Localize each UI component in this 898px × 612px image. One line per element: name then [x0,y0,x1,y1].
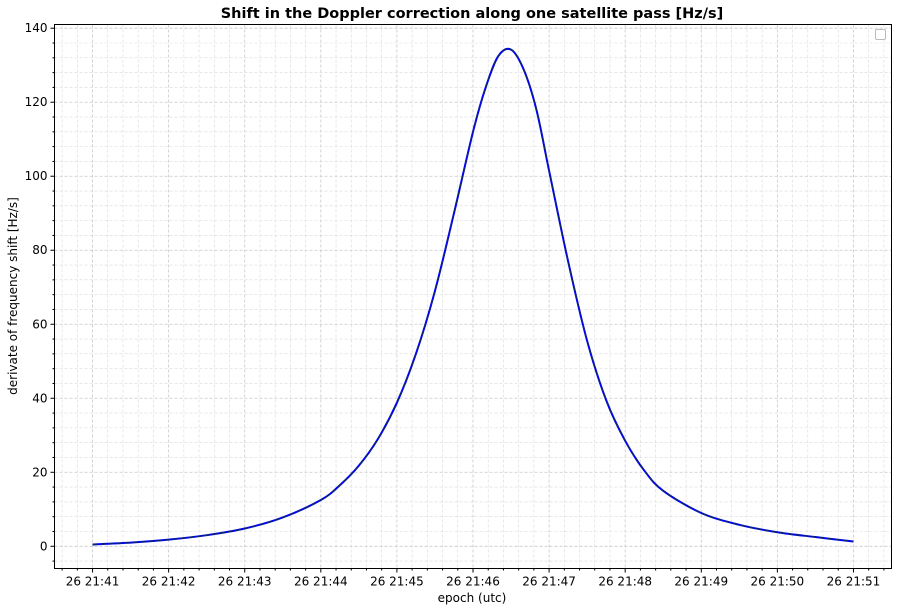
x-tick-label: 26 21:45 [370,575,424,589]
x-tick-label: 26 21:44 [294,575,348,589]
y-tick-label: 40 [32,391,47,405]
x-tick-label: 26 21:43 [218,575,272,589]
legend-box [875,29,886,40]
y-tick-label: 100 [25,169,48,183]
y-tick-label: 60 [32,317,47,331]
y-tick-label: 120 [25,95,48,109]
x-tick-label: 26 21:49 [674,575,728,589]
x-tick-label: 26 21:41 [66,575,120,589]
x-tick-label: 26 21:47 [522,575,576,589]
x-tick-label: 26 21:50 [751,575,805,589]
x-tick-label: 26 21:42 [142,575,196,589]
x-tick-label: 26 21:46 [446,575,500,589]
y-tick-label: 140 [25,21,48,35]
axis-ticks: 26 21:41 26 21:42 26 21:43 26 21:44 26 21:45… [25,21,885,589]
grid [54,24,892,569]
y-tick-label: 20 [32,465,47,479]
y-axis-label: derivate of frequency shift [Hz/s] [6,197,20,395]
series-layer [92,47,854,546]
y-tick-label: 0 [40,539,48,553]
series-line-dashed [92,48,854,546]
x-tick-label: 26 21:51 [827,575,881,589]
x-tick-label: 26 21:48 [598,575,652,589]
x-axis-label: epoch (utc) [438,591,507,605]
y-tick-label: 80 [32,243,47,257]
chart-title: Shift in the Doppler correction along on… [221,6,724,22]
